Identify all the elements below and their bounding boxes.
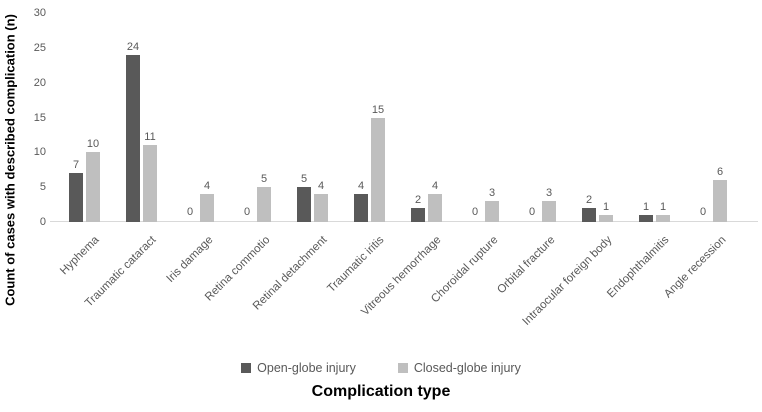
- bar-closed-globe: [485, 201, 499, 222]
- x-category-label: Angle recession: [661, 234, 728, 301]
- bar-open-globe: [639, 215, 653, 222]
- y-tick-label: 10: [33, 146, 46, 159]
- bar-open-globe: [297, 187, 311, 222]
- bar-value-label: 4: [203, 180, 211, 193]
- y-tick-label: 0: [39, 216, 46, 228]
- bar-closed-globe: [86, 152, 100, 222]
- legend-item-closed-globe: Closed-globe injury: [397, 361, 521, 375]
- y-axis-title: Count of cases with described complicati…: [2, 14, 18, 306]
- bar-open-globe: [354, 194, 368, 222]
- bar-closed-globe: [656, 215, 670, 222]
- x-axis-line: [50, 221, 758, 222]
- legend-swatch-open-globe: [241, 363, 252, 373]
- y-tick-label: 30: [33, 7, 46, 19]
- bar-open-globe: [126, 54, 140, 222]
- bar-value-label: 2: [414, 194, 422, 207]
- bar-value-label: 1: [659, 201, 667, 214]
- bar-value-label: 3: [545, 187, 553, 200]
- bar-closed-globe: [542, 201, 556, 222]
- bar-value-label: 10: [86, 138, 100, 151]
- bar-value-label: 1: [642, 201, 650, 214]
- bar-value-label: 15: [371, 103, 385, 116]
- bar-value-label: 11: [144, 131, 156, 144]
- bar-value-label: 4: [317, 180, 325, 193]
- bar-value-label: 1: [602, 201, 610, 214]
- x-axis-title: Complication type: [311, 383, 451, 400]
- y-tick-label: 20: [33, 76, 46, 89]
- x-category-label: Orbital fracture: [494, 234, 557, 297]
- x-category-label: Endophthalmitis: [604, 234, 671, 301]
- x-category-label: Iris damage: [164, 234, 215, 285]
- bar-value-label: 7: [72, 159, 80, 172]
- plot-area: 0 5 10 15 20 25 30 7 10 Hyphema 24 11 Traumatic cata…: [34, 7, 758, 328]
- bar-closed-globe: [314, 194, 328, 222]
- legend-label: Open-globe injury: [257, 361, 356, 375]
- bar-closed-globe: [143, 145, 157, 222]
- bar-value-label: 3: [488, 187, 496, 200]
- bar-value-label: 0: [243, 206, 251, 218]
- bar-value-label: 0: [699, 206, 707, 218]
- bar-closed-globe: [200, 194, 214, 222]
- bar-closed-globe: [428, 194, 442, 222]
- x-category-label: Traumatic iritis: [324, 234, 386, 296]
- bar-closed-globe: [713, 180, 727, 222]
- bar-value-label: 5: [300, 173, 308, 186]
- bar-value-label: 2: [585, 194, 593, 207]
- bar-value-label: 0: [528, 206, 536, 218]
- legend-label: Closed-globe injury: [413, 361, 521, 375]
- legend-item-open-globe: Open-globe injury: [241, 361, 356, 375]
- bar-value-label: 6: [716, 166, 724, 179]
- bar-closed-globe: [599, 215, 613, 222]
- bar-value-label: 4: [357, 180, 365, 193]
- bar-value-label: 5: [260, 173, 268, 186]
- legend-swatch-closed-globe: [397, 363, 408, 373]
- y-tick-label: 5: [39, 181, 46, 194]
- bar-value-label: 24: [126, 40, 140, 53]
- bar-closed-globe: [371, 117, 385, 222]
- bar-open-globe: [582, 208, 596, 222]
- legend: Open-globe injury Closed-globe injury: [0, 361, 762, 375]
- bar-value-label: 0: [186, 206, 194, 218]
- y-tick-label: 15: [33, 111, 46, 124]
- bar-closed-globe: [257, 187, 271, 222]
- bar-open-globe: [69, 173, 83, 222]
- bar-value-label: 4: [431, 180, 439, 193]
- y-tick-label: 25: [33, 41, 46, 54]
- bar-value-label: 0: [471, 206, 479, 218]
- bar-open-globe: [411, 208, 425, 222]
- x-category-label: Hyphema: [57, 234, 101, 278]
